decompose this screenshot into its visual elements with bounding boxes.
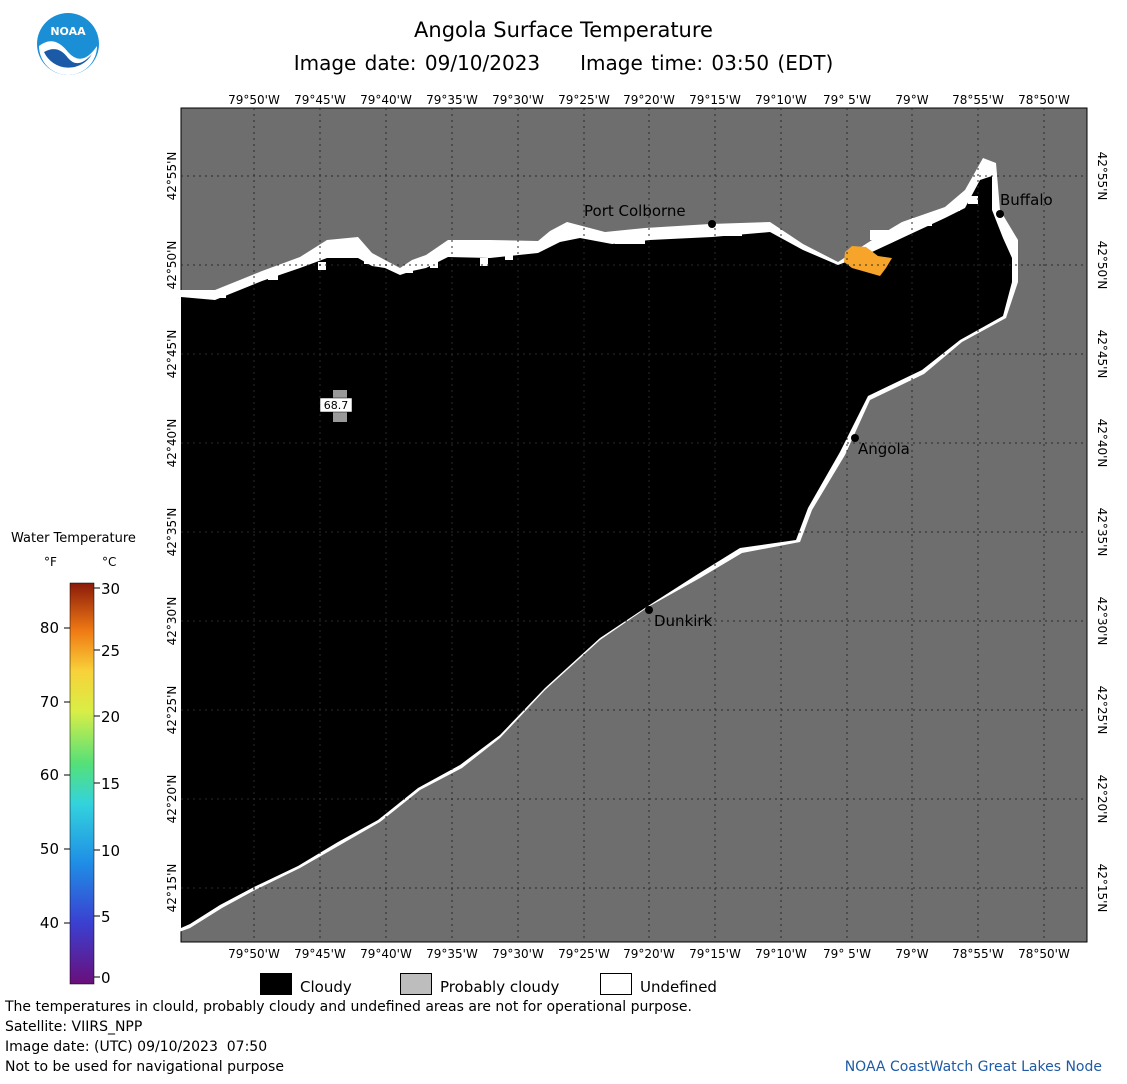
lat-label: 42°35'N xyxy=(165,508,179,557)
lat-label: 42°35'N xyxy=(1095,508,1109,557)
place-buffalo: Buffalo xyxy=(996,191,1053,218)
buoy-reading: 68.7 xyxy=(324,399,349,412)
place-label-buffalo: Buffalo xyxy=(1000,191,1053,209)
lon-label: 79°10'W xyxy=(755,947,807,961)
lat-label: 42°30'N xyxy=(165,597,179,646)
lat-label: 42°55'N xyxy=(1095,152,1109,201)
c-tick-label: 25 xyxy=(101,642,120,660)
utc-date: Image date: (UTC) 09/10/2023 07:50 xyxy=(5,1039,268,1055)
place-label-angola: Angola xyxy=(858,440,910,458)
cloudy-swatch xyxy=(260,973,292,995)
f-tick-label: 60 xyxy=(40,766,59,784)
buoy-marker[interactable]: 68.7 xyxy=(319,390,353,422)
key-label-probably-cloudy: Probably cloudy xyxy=(440,978,560,996)
disclaimer: The temperatures in clould, probably clo… xyxy=(5,999,692,1015)
lon-label: 79°20'W xyxy=(623,947,675,961)
lon-label: 79°30'W xyxy=(492,947,544,961)
warm-water-patch xyxy=(844,246,892,276)
probably-cloudy-swatch xyxy=(400,973,432,995)
lat-lon-grid xyxy=(181,108,1087,942)
lat-label: 42°55'N xyxy=(165,152,179,201)
lat-label: 42°20'N xyxy=(165,775,179,824)
colorbar-ticks xyxy=(64,587,100,978)
c-tick-label: 15 xyxy=(101,775,120,793)
temperature-colorbar xyxy=(69,582,95,985)
satellite-info: Satellite: VIIRS_NPP xyxy=(5,1019,143,1035)
lon-label: 79° 5'W xyxy=(823,93,871,107)
c-tick-label: 10 xyxy=(101,842,120,860)
undefined-pixels xyxy=(216,196,978,298)
lon-label: 79°10'W xyxy=(755,93,807,107)
lon-labels-top: 79°50'W 79°45'W 79°40'W 79°35'W 79°30'W … xyxy=(228,93,1070,107)
lon-label: 79°45'W xyxy=(294,93,346,107)
colorbar-f-labels: 80 70 60 50 40 xyxy=(40,619,59,932)
lon-label: 79°25'W xyxy=(558,93,610,107)
nav-warning: Not to be used for navigational purpose xyxy=(5,1059,284,1075)
credit-link[interactable]: NOAA CoastWatch Great Lakes Node xyxy=(844,1059,1102,1075)
lon-label: 79°35'W xyxy=(426,947,478,961)
lat-label: 42°25'N xyxy=(1095,686,1109,735)
lon-label: 79°W xyxy=(895,93,928,107)
lon-label: 79°W xyxy=(895,947,928,961)
lake-cloudy-region xyxy=(181,176,1012,928)
lat-label: 42°25'N xyxy=(165,686,179,735)
lon-label: 79°40'W xyxy=(360,93,412,107)
page-title: Angola Surface Temperature xyxy=(414,18,713,42)
lat-labels-left: 42°55'N 42°50'N 42°45'N 42°40'N 42°35'N … xyxy=(165,152,179,913)
lat-label: 42°30'N xyxy=(1095,597,1109,646)
lat-label: 42°45'N xyxy=(165,330,179,379)
lat-label: 42°15'N xyxy=(165,864,179,913)
lon-label: 79° 5'W xyxy=(823,947,871,961)
lat-label: 42°15'N xyxy=(1095,864,1109,913)
undefined-swatch xyxy=(600,973,632,995)
lon-label: 78°55'W xyxy=(952,93,1004,107)
lon-label: 79°50'W xyxy=(228,93,280,107)
lon-label: 79°50'W xyxy=(228,947,280,961)
f-tick-label: 50 xyxy=(40,840,59,858)
image-datetime: Image date: 09/10/2023 Image time: 03:50 … xyxy=(0,51,1127,75)
f-tick-label: 80 xyxy=(40,619,59,637)
c-tick-label: 5 xyxy=(101,908,111,926)
c-tick-label: 30 xyxy=(101,580,120,598)
lon-label: 79°25'W xyxy=(558,947,610,961)
place-label-port-colborne: Port Colborne xyxy=(584,202,686,220)
lon-label: 79°45'W xyxy=(294,947,346,961)
f-tick-label: 70 xyxy=(40,693,59,711)
lon-label: 79°15'W xyxy=(689,947,741,961)
place-angola: Angola xyxy=(851,434,910,458)
lon-label: 79°35'W xyxy=(426,93,478,107)
lon-label: 78°55'W xyxy=(952,947,1004,961)
unit-celsius: °C xyxy=(102,555,117,569)
lon-labels-bottom: 79°50'W 79°45'W 79°40'W 79°35'W 79°30'W … xyxy=(228,947,1070,961)
image-time: Image time: 03:50 (EDT) xyxy=(580,51,834,75)
c-tick-label: 0 xyxy=(101,969,111,987)
place-label-dunkirk: Dunkirk xyxy=(654,612,713,630)
lon-label: 78°50'W xyxy=(1018,93,1070,107)
lat-label: 42°20'N xyxy=(1095,775,1109,824)
lat-label: 42°40'N xyxy=(1095,419,1109,468)
lon-label: 79°20'W xyxy=(623,93,675,107)
legend-title: Water Temperature xyxy=(11,531,136,546)
place-port-colborne: Port Colborne xyxy=(584,202,716,228)
lon-label: 78°50'W xyxy=(1018,947,1070,961)
key-label-cloudy: Cloudy xyxy=(300,978,352,996)
lat-label: 42°50'N xyxy=(165,241,179,290)
lat-label: 42°45'N xyxy=(1095,330,1109,379)
lat-label: 42°50'N xyxy=(1095,241,1109,290)
lat-label: 42°40'N xyxy=(165,419,179,468)
lon-label: 79°40'W xyxy=(360,947,412,961)
key-label-undefined: Undefined xyxy=(640,978,717,996)
c-tick-label: 20 xyxy=(101,708,120,726)
logo-text: NOAA xyxy=(50,25,86,38)
place-dunkirk: Dunkirk xyxy=(645,606,713,630)
colorbar-c-labels: 30 25 20 15 10 5 0 xyxy=(101,580,120,987)
lon-label: 79°30'W xyxy=(492,93,544,107)
lat-labels-right: 42°55'N 42°50'N 42°45'N 42°40'N 42°35'N … xyxy=(1095,152,1109,913)
lon-label: 79°15'W xyxy=(689,93,741,107)
noaa-logo: NOAA xyxy=(37,13,99,75)
image-date: Image date: 09/10/2023 xyxy=(293,51,541,75)
f-tick-label: 40 xyxy=(40,914,59,932)
unit-fahrenheit: °F xyxy=(44,555,57,569)
